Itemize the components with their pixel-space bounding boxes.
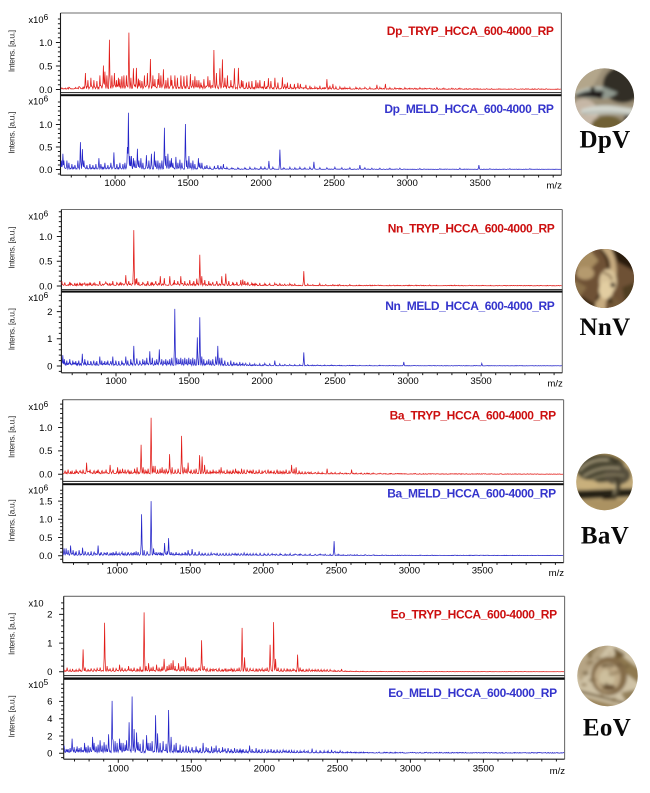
svg-text:2: 2 [47,307,52,318]
svg-text:x10: x10 [29,599,44,609]
svg-text:1500: 1500 [178,376,199,387]
svg-text:Dp_MELD_HCCA_600-4000_RP: Dp_MELD_HCCA_600-4000_RP [384,102,554,116]
svg-text:0: 0 [47,749,52,760]
svg-text:x106: x106 [29,290,49,303]
svg-text:3000: 3000 [397,178,418,189]
svg-text:NnV: NnV [580,314,631,341]
svg-text:1.0: 1.0 [39,120,52,131]
svg-text:Nn_MELD_HCCA_600-4000_RP: Nn_MELD_HCCA_600-4000_RP [385,299,555,313]
svg-text:1.5: 1.5 [39,496,52,507]
svg-text:Dp_TRYP_HCCA_600-4000_RP: Dp_TRYP_HCCA_600-4000_RP [387,24,554,38]
svg-text:0: 0 [47,667,52,678]
svg-text:Intens. [a.u.]: Intens. [a.u.] [7,613,17,655]
svg-text:1: 1 [47,638,52,649]
svg-text:1500: 1500 [181,763,202,774]
svg-text:2: 2 [47,610,52,621]
svg-text:0.5: 0.5 [39,257,52,268]
svg-text:Intens. [a.u.]: Intens. [a.u.] [7,500,17,542]
svg-text:1.0: 1.0 [39,423,52,434]
svg-text:Nn_TRYP_HCCA_600-4000_RP: Nn_TRYP_HCCA_600-4000_RP [388,221,555,235]
svg-text:0.5: 0.5 [39,533,52,544]
svg-text:1.0: 1.0 [39,38,52,49]
svg-text:2000: 2000 [250,178,271,189]
svg-text:2: 2 [47,731,52,742]
svg-text:m/z: m/z [546,181,562,192]
svg-text:0.0: 0.0 [39,85,52,96]
svg-text:4: 4 [47,714,53,725]
svg-text:1.0: 1.0 [39,232,52,243]
svg-text:2000: 2000 [254,763,275,774]
svg-text:0.0: 0.0 [39,551,52,562]
svg-text:Intens. [a.u.]: Intens. [a.u.] [7,308,17,350]
svg-text:Intens. [a.u.]: Intens. [a.u.] [7,112,17,154]
svg-text:3000: 3000 [399,565,420,576]
svg-text:1500: 1500 [177,178,198,189]
svg-text:0.5: 0.5 [39,142,52,153]
svg-text:1: 1 [47,334,52,345]
svg-text:2500: 2500 [324,178,345,189]
svg-text:6: 6 [47,697,52,708]
svg-text:0.0: 0.0 [39,165,52,176]
svg-text:1000: 1000 [104,178,125,189]
svg-text:1000: 1000 [108,763,129,774]
svg-text:Intens. [a.u.]: Intens. [a.u.] [7,416,17,458]
svg-text:x106: x106 [29,12,49,25]
svg-text:Eo_MELD_HCCA_600-4000_RP: Eo_MELD_HCCA_600-4000_RP [388,686,557,700]
svg-text:1.0: 1.0 [39,515,52,526]
svg-text:m/z: m/z [550,766,566,777]
svg-text:1000: 1000 [107,565,128,576]
svg-text:BaV: BaV [581,523,629,550]
svg-text:x105: x105 [29,677,49,690]
svg-text:2000: 2000 [251,376,272,387]
svg-text:2500: 2500 [324,376,345,387]
svg-text:0: 0 [47,361,52,372]
svg-text:0.0: 0.0 [39,470,52,481]
svg-text:3500: 3500 [473,763,494,774]
svg-text:DpV: DpV [580,126,631,153]
svg-text:1000: 1000 [105,376,126,387]
svg-text:Ba_MELD_HCCA_600-4000_RP: Ba_MELD_HCCA_600-4000_RP [387,486,556,500]
svg-text:Intens. [a.u.]: Intens. [a.u.] [7,696,17,738]
svg-text:Intens. [a.u.]: Intens. [a.u.] [7,227,17,269]
svg-text:x106: x106 [29,482,49,495]
svg-text:3500: 3500 [470,376,491,387]
svg-text:2000: 2000 [253,565,274,576]
svg-text:2500: 2500 [326,565,347,576]
svg-text:0.5: 0.5 [39,446,52,457]
svg-text:3000: 3000 [400,763,421,774]
svg-text:m/z: m/z [549,568,565,579]
svg-text:0.0: 0.0 [39,281,52,292]
svg-text:EoV: EoV [583,715,631,742]
svg-text:2500: 2500 [327,763,348,774]
svg-text:x106: x106 [29,209,49,222]
svg-text:x106: x106 [29,93,49,106]
svg-text:3500: 3500 [472,565,493,576]
svg-text:3000: 3000 [397,376,418,387]
svg-text:Intens. [a.u.]: Intens. [a.u.] [7,30,17,72]
svg-text:x106: x106 [29,399,49,412]
svg-text:Eo_TRYP_HCCA_600-4000_RP: Eo_TRYP_HCCA_600-4000_RP [391,608,557,622]
svg-text:m/z: m/z [547,379,563,390]
svg-text:0.5: 0.5 [39,61,52,72]
svg-text:Ba_TRYP_HCCA_600-4000_RP: Ba_TRYP_HCCA_600-4000_RP [390,409,556,423]
svg-text:3500: 3500 [470,178,491,189]
svg-text:1500: 1500 [180,565,201,576]
